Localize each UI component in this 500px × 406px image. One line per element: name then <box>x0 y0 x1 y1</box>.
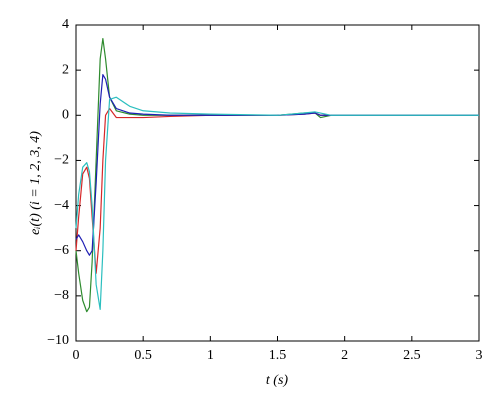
x-tick-label: 1 <box>207 348 214 363</box>
x-tick-label: 0.5 <box>134 348 152 363</box>
line-series <box>75 107 479 274</box>
line-series <box>75 37 479 313</box>
y-tick-label: −8 <box>54 288 69 303</box>
plot-frame <box>75 24 480 342</box>
x-tick-label: 0 <box>73 348 80 363</box>
x-tick-label: 1.5 <box>269 348 287 363</box>
y-axis-label: eᵢ(t) (i = 1, 2, 3, 4) <box>28 131 43 235</box>
line-series <box>75 74 479 256</box>
y-tick-label: −6 <box>54 243 69 258</box>
y-tick-label: 0 <box>62 108 69 123</box>
x-tick-label: 2 <box>341 348 348 363</box>
y-tick-label: −4 <box>54 198 69 213</box>
line-series <box>75 96 479 310</box>
x-tick-label: 2.5 <box>403 348 421 363</box>
y-tick-label: 2 <box>62 62 69 77</box>
y-tick-label: −10 <box>47 333 69 348</box>
y-tick-label: 4 <box>62 17 69 32</box>
x-axis-label: t (s) <box>266 373 289 388</box>
y-tick-label: −2 <box>54 153 69 168</box>
x-tick-label: 3 <box>476 348 483 363</box>
